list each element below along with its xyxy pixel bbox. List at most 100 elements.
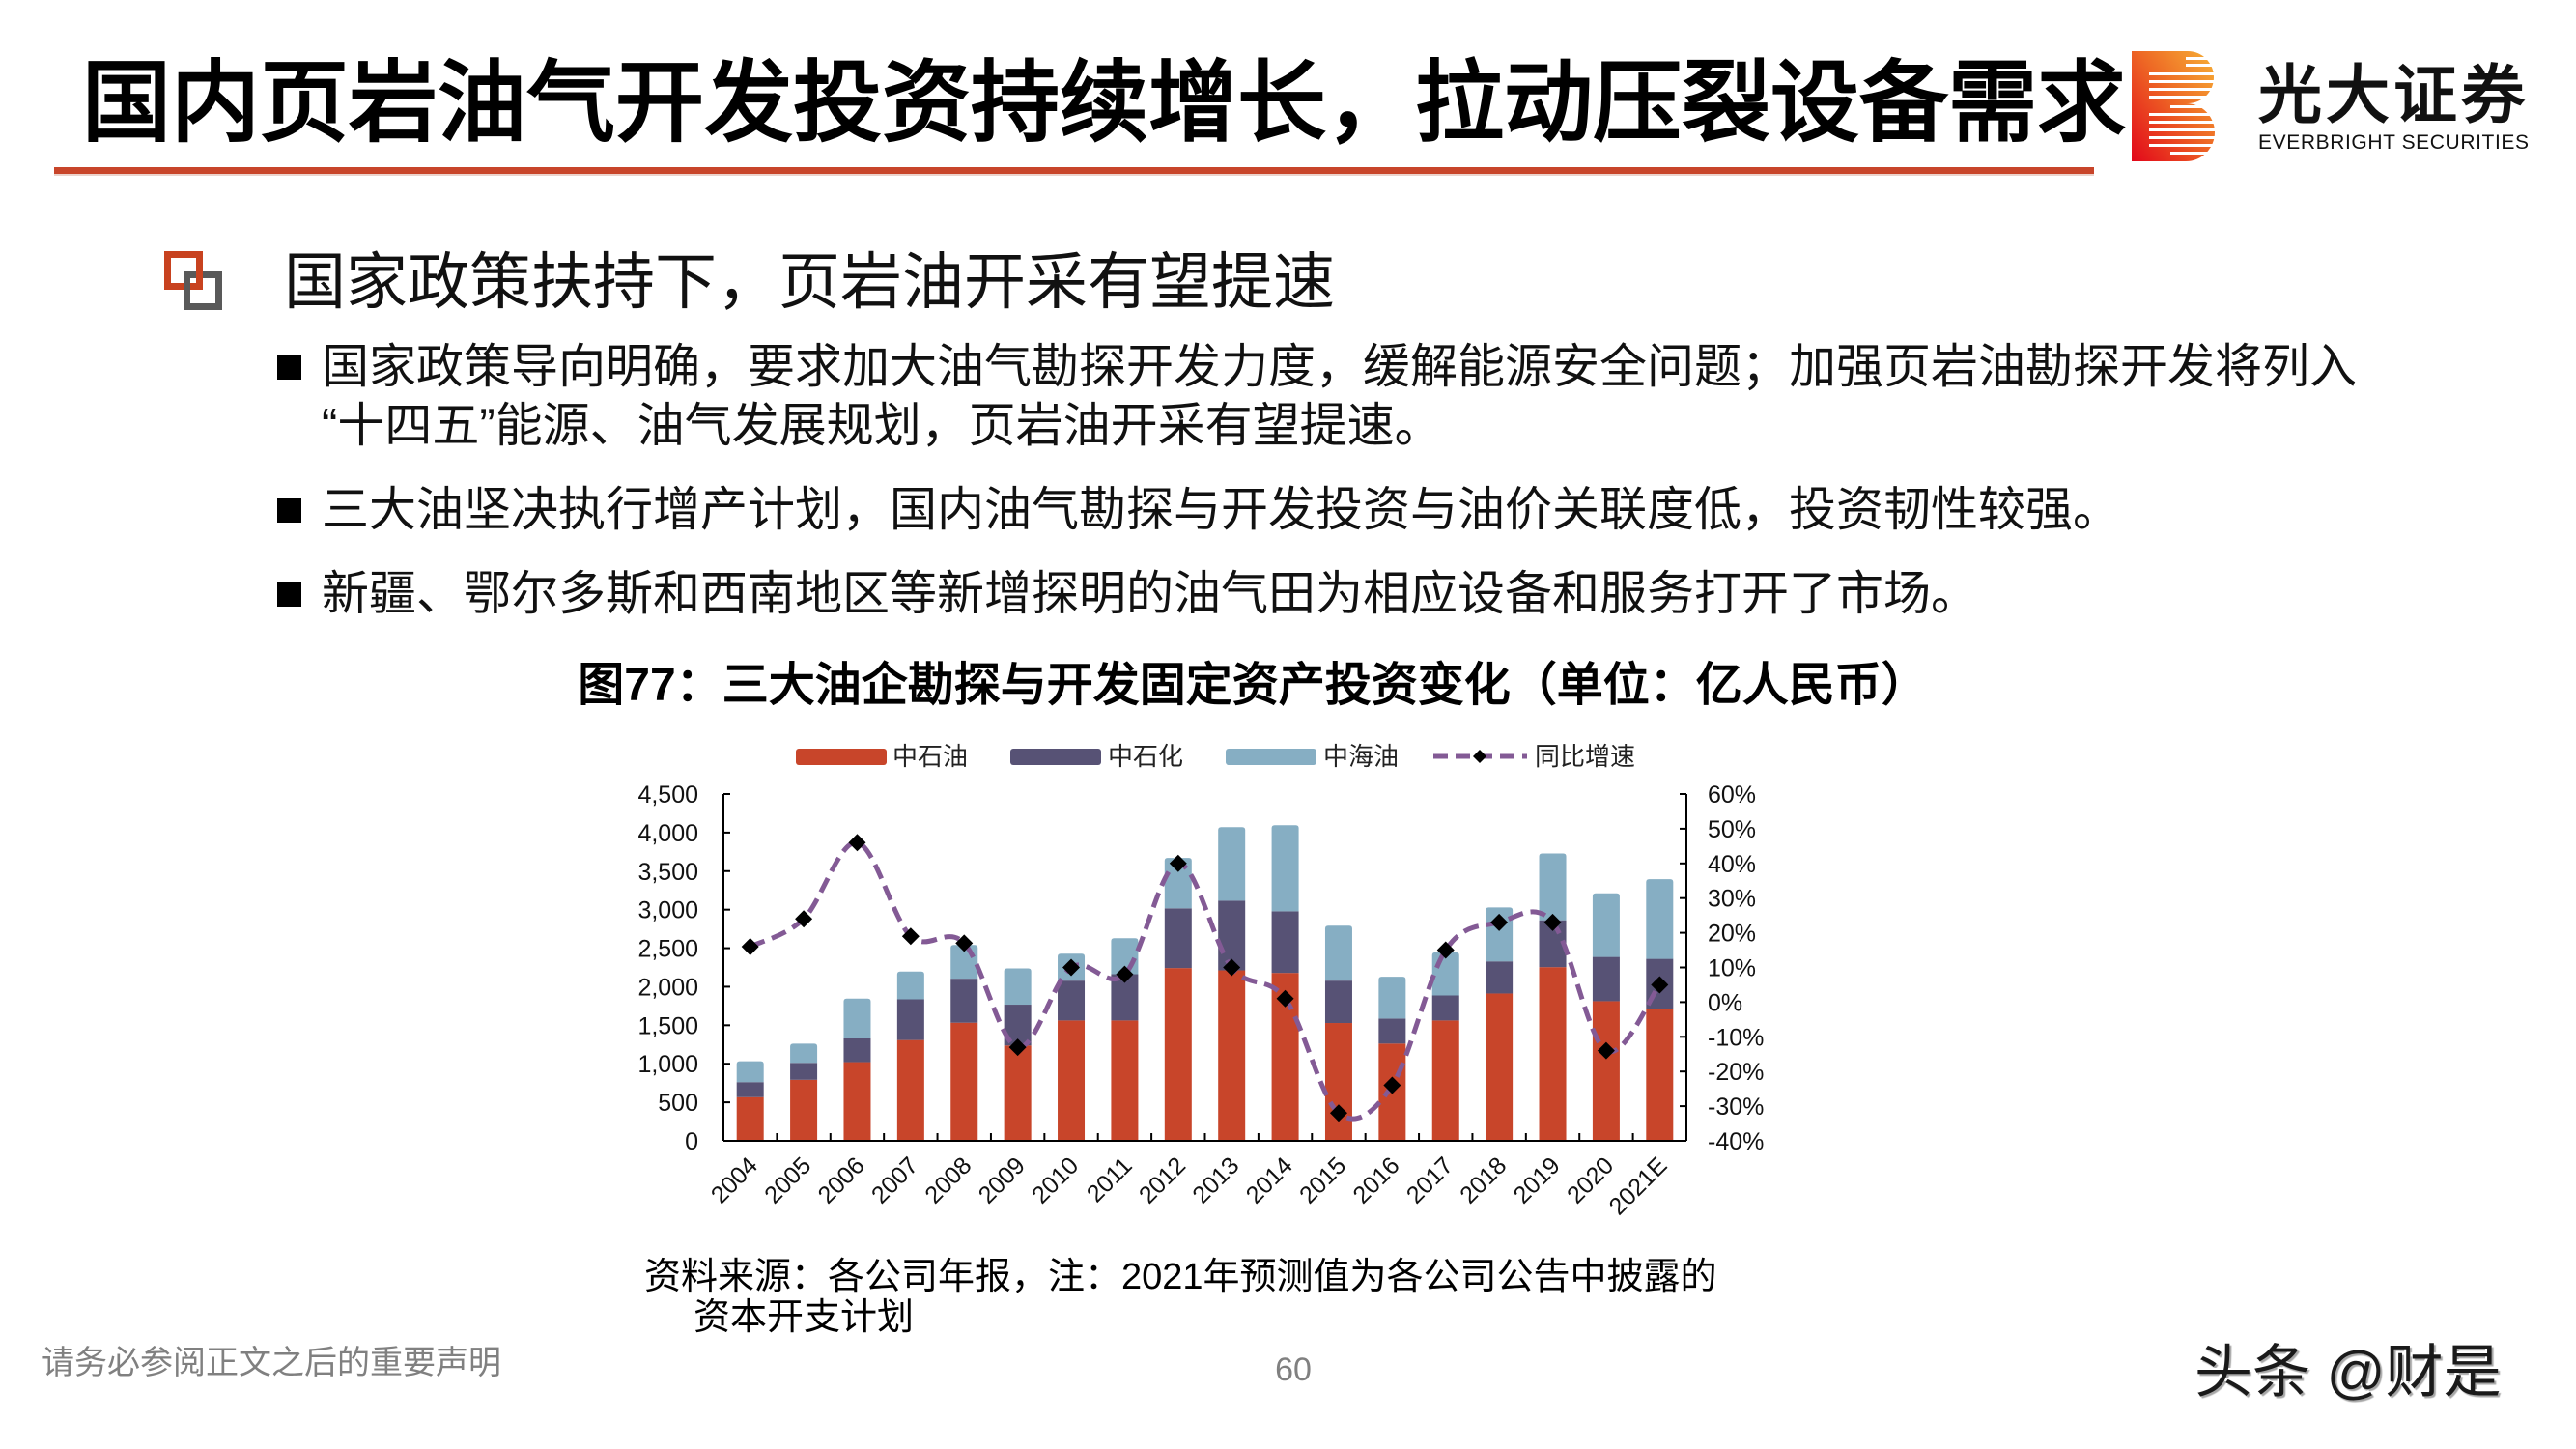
- bar-segment: [1271, 911, 1299, 974]
- bullet-text: 国家政策导向明确，要求加大油气勘探开发力度，缓解能源安全问题；加强页岩油勘探开发…: [322, 341, 2358, 393]
- bar-segment: [736, 1096, 764, 1141]
- bar-segment: [1218, 827, 1246, 901]
- page-title: 国内页岩油气开发投资持续增长，拉动压裂设备需求: [82, 54, 2127, 153]
- bar-segment: [1431, 1020, 1459, 1141]
- bar-segment: [1431, 952, 1459, 996]
- bar-segment: [1058, 980, 1086, 1021]
- right-axis-label: 50%: [1708, 816, 1756, 843]
- legend-label: 中石油: [892, 742, 969, 771]
- footer-disclaimer: 请务必参阅正文之后的重要声明: [42, 1345, 501, 1381]
- x-axis-label: 2006: [813, 1151, 870, 1208]
- figure-caption: 图77：三大油企勘探与开发固定资产投资变化（单位：亿人民币）: [578, 660, 1928, 711]
- bar-segment: [1004, 968, 1032, 1006]
- bar-segment: [896, 999, 924, 1040]
- right-axis-label: 30%: [1708, 886, 1756, 913]
- bar-segment: [1539, 853, 1567, 921]
- right-axis-label: 20%: [1708, 921, 1756, 948]
- x-axis-label: 2013: [1187, 1151, 1244, 1208]
- bar-segment: [1111, 1020, 1139, 1141]
- diamond-marker-icon: [848, 834, 866, 852]
- bar-segment: [1378, 1018, 1406, 1044]
- bar-segment: [790, 1079, 818, 1141]
- diamond-marker-icon: [1329, 1104, 1347, 1122]
- diamond-marker-icon: [741, 937, 759, 955]
- bar-segment: [1486, 993, 1514, 1141]
- x-axis-label: 2018: [1455, 1151, 1512, 1208]
- diamond-marker-icon: [1116, 965, 1134, 983]
- bar-segment: [950, 1022, 978, 1141]
- square-bullet-icon: [277, 498, 301, 523]
- yoy-growth-markers: [741, 834, 1669, 1122]
- bar-segment: [1164, 908, 1192, 969]
- stacked-bar: [896, 971, 924, 1141]
- left-axis-label: 2,500: [637, 936, 698, 963]
- stacked-bar: [790, 1043, 818, 1141]
- bar-segment: [1592, 956, 1620, 1002]
- stacked-bar: [1486, 907, 1514, 1141]
- left-axis-label: 4,500: [637, 781, 698, 809]
- right-axis-label: 10%: [1708, 955, 1756, 982]
- diamond-marker-icon: [1543, 913, 1562, 931]
- section-heading: 国家政策扶持下，页岩油开采有望提速: [284, 247, 1335, 317]
- bullet-text: “十四五”能源、油气发展规划，页岩油开采有望提速。: [322, 400, 1442, 452]
- stacked-bar: [1378, 977, 1406, 1141]
- bar-segment: [896, 1039, 924, 1141]
- stacked-bar: [1218, 827, 1246, 1141]
- diamond-marker-icon: [955, 934, 974, 952]
- figure-source: 资料来源：各公司年报，注：2021年预测值为各公司公告中披露的: [644, 1257, 1717, 1297]
- right-axis-label: -20%: [1708, 1059, 1764, 1086]
- bar-segment: [790, 1043, 818, 1064]
- bar-segment: [1539, 967, 1567, 1141]
- diamond-marker-icon: [1008, 1038, 1027, 1057]
- diamond-marker-icon: [1276, 989, 1294, 1008]
- diamond-marker-icon: [1597, 1041, 1615, 1060]
- stacked-bar: [843, 998, 871, 1141]
- square-bullet-icon: [277, 582, 301, 607]
- diamond-marker-icon: [1223, 958, 1241, 977]
- stacked-bar: [1646, 879, 1674, 1141]
- diamond-marker-icon: [1651, 976, 1669, 994]
- bar-segment: [1378, 977, 1406, 1019]
- investment-combo-chart: 0 500 1,000 1,500 2,000 2,500 3,000 3,500 4,000 4…: [637, 781, 1764, 1220]
- legend-label: 中海油: [1323, 742, 1400, 771]
- bar-segment: [1324, 1023, 1352, 1141]
- x-axis-label: 2015: [1294, 1151, 1351, 1208]
- x-axis-label: 2012: [1134, 1151, 1191, 1208]
- x-axis-label: 2014: [1241, 1151, 1298, 1208]
- x-axis-label: 2010: [1027, 1151, 1084, 1208]
- stacked-bar: [1592, 893, 1620, 1141]
- page-number: 60: [1275, 1351, 1312, 1388]
- bar-segment: [1058, 1020, 1086, 1141]
- bar-segment: [1431, 995, 1459, 1021]
- legend-swatch-sinopec: [1010, 749, 1101, 765]
- x-axis-label: 2005: [759, 1151, 816, 1208]
- bar-segment: [896, 971, 924, 1000]
- legend-swatch-cnooc: [1226, 749, 1316, 765]
- overlapping-squares-icon-link: [196, 271, 203, 283]
- x-axis-label: 2004: [706, 1151, 763, 1208]
- stacked-bar: [736, 1061, 764, 1141]
- diamond-marker-icon: [1062, 958, 1081, 977]
- right-axis-label: -10%: [1708, 1024, 1764, 1051]
- bar-segment: [1592, 1001, 1620, 1141]
- x-axis-label: 2019: [1509, 1151, 1566, 1208]
- x-axis-label: 2017: [1401, 1151, 1458, 1208]
- title-underline: [54, 167, 2094, 174]
- overlapping-squares-icon-back: [184, 271, 222, 310]
- yoy-growth-line: [749, 839, 1662, 1122]
- bar-segment: [1646, 879, 1674, 959]
- bar-segment: [843, 1062, 871, 1141]
- left-axis-label: 3,500: [637, 859, 698, 886]
- bar-segment: [1486, 961, 1514, 994]
- right-axis-label: 0%: [1708, 989, 1742, 1016]
- diamond-marker-icon: [1436, 941, 1455, 959]
- x-axis-label: 2008: [920, 1151, 977, 1208]
- left-axis-label: 0: [685, 1128, 698, 1155]
- bar-segment: [950, 979, 978, 1023]
- x-axis-label: 2021E: [1604, 1151, 1673, 1220]
- diamond-marker-icon: [1169, 854, 1187, 872]
- x-axis-label: 2011: [1082, 1151, 1138, 1208]
- square-bullet-icon: [277, 355, 301, 380]
- bullet-item: 三大油坚决执行增产计划，国内油气勘探与开发投资与油价关联度低，投资韧性较强。: [277, 481, 2120, 540]
